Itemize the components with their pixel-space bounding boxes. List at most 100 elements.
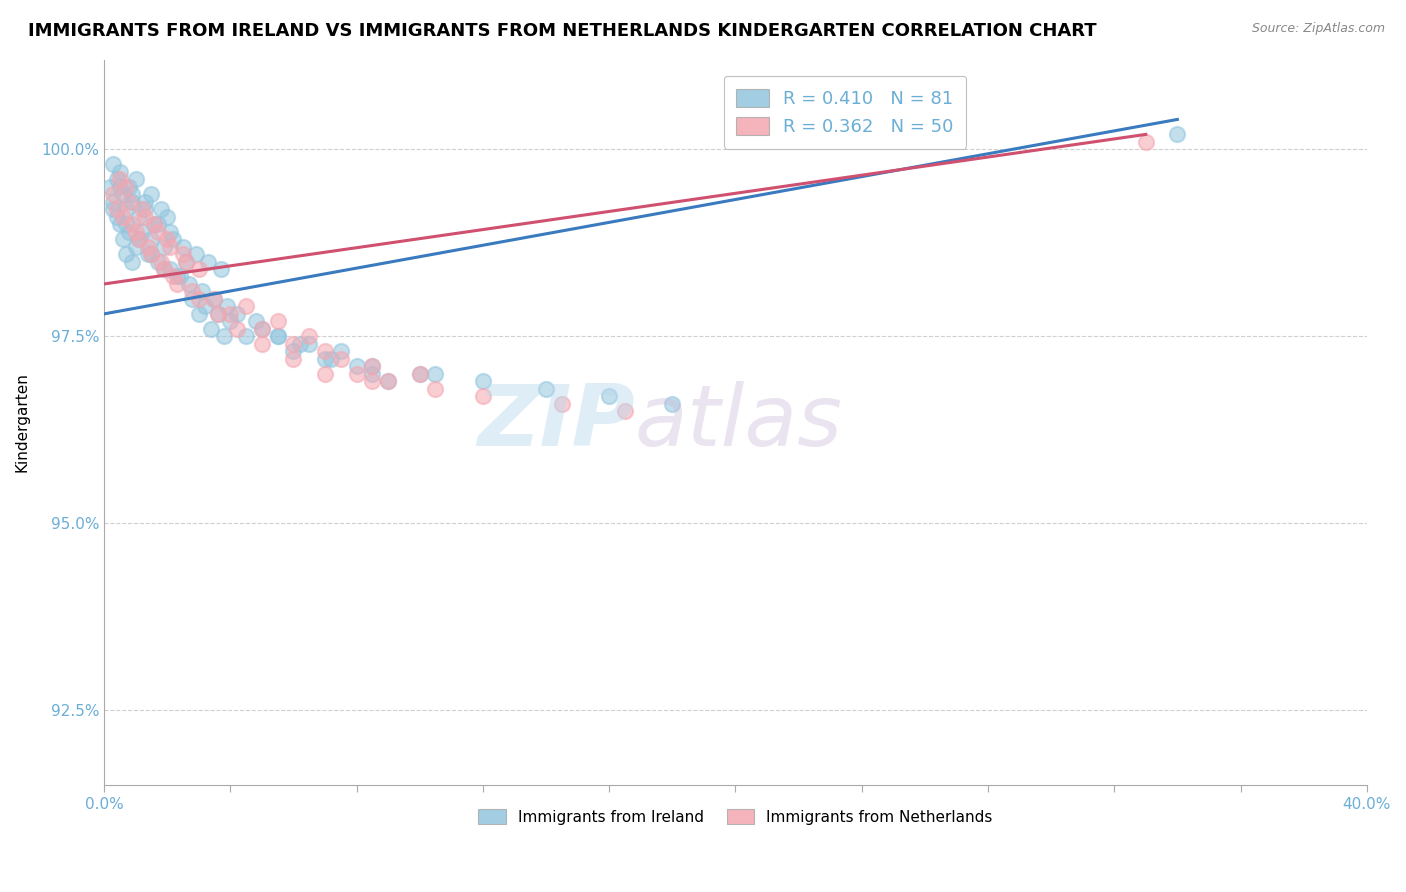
Point bbox=[1135, 135, 1157, 149]
Point bbox=[598, 389, 620, 403]
Point bbox=[128, 232, 150, 246]
Point bbox=[408, 367, 430, 381]
Point bbox=[118, 194, 141, 209]
Point bbox=[159, 262, 181, 277]
Point bbox=[361, 367, 384, 381]
Point bbox=[105, 172, 128, 186]
Point bbox=[551, 397, 574, 411]
Point bbox=[200, 322, 222, 336]
Point bbox=[111, 232, 134, 246]
Point bbox=[408, 367, 430, 381]
Point bbox=[283, 351, 305, 366]
Point bbox=[235, 329, 257, 343]
Point bbox=[146, 217, 169, 231]
Point bbox=[124, 239, 146, 253]
Point bbox=[217, 300, 239, 314]
Point bbox=[361, 359, 384, 374]
Point bbox=[115, 247, 138, 261]
Point bbox=[172, 247, 194, 261]
Point bbox=[166, 269, 188, 284]
Point bbox=[321, 351, 343, 366]
Point bbox=[141, 187, 163, 202]
Point bbox=[219, 307, 242, 321]
Point bbox=[128, 232, 150, 246]
Point bbox=[136, 239, 159, 253]
Point bbox=[184, 247, 207, 261]
Point bbox=[361, 359, 384, 374]
Point bbox=[134, 194, 156, 209]
Point bbox=[266, 329, 288, 343]
Text: Source: ZipAtlas.com: Source: ZipAtlas.com bbox=[1251, 22, 1385, 36]
Point bbox=[172, 239, 194, 253]
Y-axis label: Kindergarten: Kindergarten bbox=[15, 372, 30, 472]
Point bbox=[111, 210, 134, 224]
Point bbox=[207, 307, 229, 321]
Point bbox=[329, 344, 352, 359]
Point bbox=[134, 202, 156, 217]
Point bbox=[149, 202, 172, 217]
Point bbox=[245, 314, 267, 328]
Point bbox=[153, 262, 176, 277]
Point bbox=[162, 269, 184, 284]
Point bbox=[298, 336, 321, 351]
Point bbox=[143, 217, 166, 231]
Point bbox=[121, 187, 143, 202]
Point bbox=[108, 217, 131, 231]
Point bbox=[153, 262, 176, 277]
Point bbox=[181, 292, 204, 306]
Point bbox=[204, 292, 226, 306]
Point bbox=[187, 292, 209, 306]
Point bbox=[108, 165, 131, 179]
Point bbox=[174, 254, 197, 268]
Point bbox=[181, 285, 204, 299]
Point bbox=[128, 210, 150, 224]
Point bbox=[118, 225, 141, 239]
Point bbox=[225, 307, 247, 321]
Point bbox=[121, 217, 143, 231]
Point bbox=[115, 202, 138, 217]
Point bbox=[159, 225, 181, 239]
Point bbox=[250, 322, 273, 336]
Point bbox=[103, 187, 125, 202]
Point bbox=[471, 389, 494, 403]
Point bbox=[471, 374, 494, 388]
Legend: Immigrants from Ireland, Immigrants from Netherlands: Immigrants from Ireland, Immigrants from… bbox=[467, 798, 1004, 836]
Point bbox=[283, 344, 305, 359]
Point bbox=[187, 307, 209, 321]
Point bbox=[207, 307, 229, 321]
Point bbox=[361, 374, 384, 388]
Point bbox=[98, 179, 121, 194]
Point bbox=[118, 179, 141, 194]
Point bbox=[191, 285, 214, 299]
Point bbox=[141, 247, 163, 261]
Point bbox=[149, 254, 172, 268]
Point bbox=[250, 322, 273, 336]
Point bbox=[298, 329, 321, 343]
Text: ZIP: ZIP bbox=[477, 381, 634, 464]
Point bbox=[159, 239, 181, 253]
Point bbox=[121, 254, 143, 268]
Point bbox=[266, 314, 288, 328]
Point bbox=[266, 329, 288, 343]
Point bbox=[131, 202, 153, 217]
Text: atlas: atlas bbox=[634, 381, 842, 464]
Point bbox=[146, 225, 169, 239]
Point bbox=[212, 329, 235, 343]
Point bbox=[124, 225, 146, 239]
Point bbox=[346, 367, 368, 381]
Text: IMMIGRANTS FROM IRELAND VS IMMIGRANTS FROM NETHERLANDS KINDERGARTEN CORRELATION : IMMIGRANTS FROM IRELAND VS IMMIGRANTS FR… bbox=[28, 22, 1097, 40]
Point bbox=[288, 336, 311, 351]
Point bbox=[250, 336, 273, 351]
Point bbox=[162, 232, 184, 246]
Point bbox=[377, 374, 399, 388]
Point bbox=[194, 300, 217, 314]
Point bbox=[141, 247, 163, 261]
Point bbox=[146, 254, 169, 268]
Point bbox=[235, 300, 257, 314]
Point bbox=[314, 367, 336, 381]
Point bbox=[1166, 128, 1188, 142]
Point bbox=[283, 336, 305, 351]
Point bbox=[115, 217, 138, 231]
Point bbox=[103, 194, 125, 209]
Point bbox=[197, 254, 219, 268]
